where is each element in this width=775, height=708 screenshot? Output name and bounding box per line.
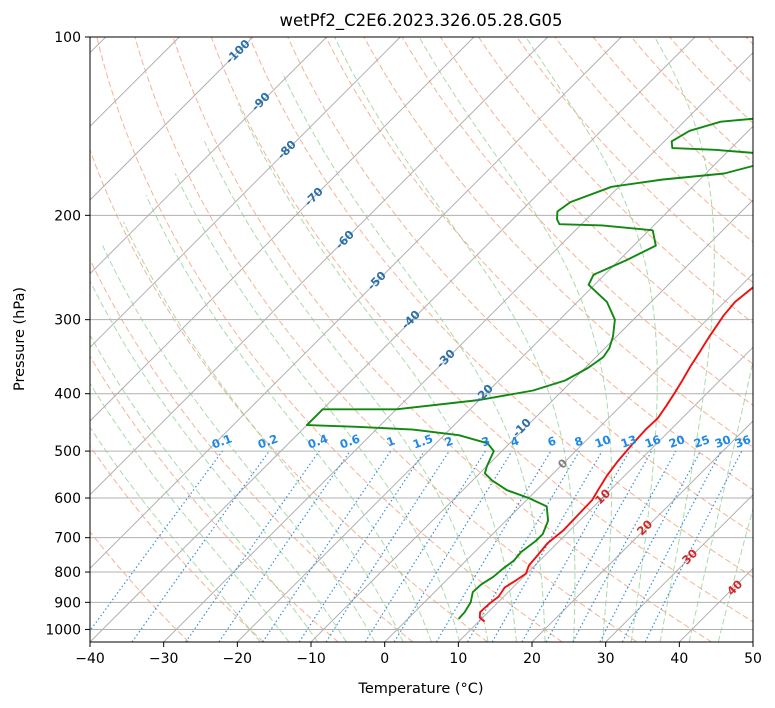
moist-adiabat-line bbox=[237, 104, 517, 642]
x-axis-title: Temperature (°C) bbox=[357, 681, 483, 697]
x-tick-label: 20 bbox=[523, 651, 541, 667]
moist-adiabat-line bbox=[102, 245, 376, 642]
moist-adiabat-line bbox=[418, 37, 613, 642]
x-tick-label: 30 bbox=[597, 651, 615, 667]
dry-adiabat-line bbox=[401, 37, 753, 406]
mixing-ratio-line bbox=[185, 450, 320, 642]
temperature-profile-line bbox=[478, 286, 753, 623]
y-tick-label: 700 bbox=[54, 531, 81, 547]
dewpoint-profile-line bbox=[305, 117, 753, 620]
series-layer bbox=[305, 117, 753, 623]
mixing-ratio-label: 25 bbox=[692, 432, 712, 451]
mixing-ratio-line bbox=[298, 450, 425, 642]
y-tick-label: 1000 bbox=[45, 622, 81, 638]
dry-adiabat-line bbox=[249, 37, 753, 578]
dry-adiabat-line bbox=[516, 37, 753, 284]
chart-title: wetPf2_C2E6.2023.326.05.28.G05 bbox=[279, 11, 562, 31]
mixing-ratio-line bbox=[131, 450, 270, 642]
mixing-ratio-line bbox=[325, 450, 450, 642]
moist-adiabat-line bbox=[145, 195, 432, 642]
moist-adiabat-line bbox=[525, 37, 658, 642]
mixing-ratio-line bbox=[644, 450, 743, 642]
moist-adiabat-line bbox=[90, 334, 319, 642]
mixing-ratio-label: 0.2 bbox=[256, 431, 280, 451]
isotherm-line bbox=[90, 37, 696, 642]
mixing-ratio-label: 1.5 bbox=[411, 431, 435, 451]
y-tick-label: 100 bbox=[54, 30, 81, 46]
moist-adiabat-line bbox=[122, 221, 404, 642]
mixing-ratio-line bbox=[262, 450, 392, 642]
isotherm-line bbox=[531, 420, 753, 642]
moist-adiabat-line bbox=[174, 173, 461, 642]
y-tick-label: 400 bbox=[54, 387, 81, 403]
x-tick-label: −30 bbox=[149, 651, 179, 667]
x-tick-label: −20 bbox=[223, 651, 253, 667]
y-tick-label: 200 bbox=[54, 208, 81, 224]
x-axis: −40 −30 −20 −10 0 10 20 30 40 50 bbox=[75, 642, 762, 667]
mixing-ratio-label: 10 bbox=[593, 432, 613, 451]
moist-adiabat-line bbox=[90, 382, 290, 642]
y-axis: 100 200 300 400 500 600 700 800 900 1000 bbox=[45, 30, 90, 638]
dry-adiabat-line bbox=[325, 37, 753, 491]
isotherm-line bbox=[90, 37, 622, 570]
dry-adiabat-line bbox=[439, 37, 753, 365]
mixing-ratio-line bbox=[572, 450, 677, 642]
mixing-ratio-label: 20 bbox=[667, 432, 687, 451]
plot-background bbox=[90, 37, 753, 642]
isotherm-line bbox=[605, 493, 753, 642]
mixing-ratio-line bbox=[545, 450, 653, 642]
isotherm-line bbox=[90, 37, 328, 275]
dry-adiabat-line bbox=[90, 355, 339, 642]
dry-adiabat-line bbox=[90, 531, 190, 642]
moist-adiabat-line bbox=[688, 358, 753, 642]
x-tick-label: −40 bbox=[75, 651, 105, 667]
y-axis-title: Pressure (hPa) bbox=[12, 287, 28, 391]
mixing-ratio-label: 36 bbox=[733, 432, 753, 451]
mixing-ratio-label: 30 bbox=[713, 432, 733, 451]
y-tick-label: 500 bbox=[54, 444, 81, 460]
isotherm-line bbox=[90, 37, 254, 201]
mixing-ratio-label: 0.1 bbox=[210, 431, 234, 451]
grid-layer bbox=[90, 37, 753, 642]
y-tick-label: 600 bbox=[54, 491, 81, 507]
isotherm-line bbox=[163, 51, 753, 642]
x-tick-label: 50 bbox=[744, 651, 762, 667]
isotherm-line bbox=[90, 37, 475, 422]
dry-adiabat-line bbox=[96, 37, 563, 642]
plot-frame bbox=[89, 36, 754, 643]
isotherm-line bbox=[457, 346, 753, 642]
mixing-ratio-label: 16 bbox=[643, 432, 663, 451]
x-tick-label: 10 bbox=[449, 651, 467, 667]
mixing-ratio-line bbox=[218, 450, 351, 642]
y-tick-label: 300 bbox=[54, 313, 81, 329]
isotherm-line bbox=[384, 272, 753, 642]
isotherm-line bbox=[236, 125, 753, 642]
mixing-ratio-label: 13 bbox=[619, 432, 639, 451]
mixing-ratio-line bbox=[90, 450, 223, 632]
isotherm-line bbox=[90, 37, 549, 496]
mixing-ratio-label: 0.6 bbox=[338, 431, 362, 451]
mixing-ratio-line bbox=[521, 450, 631, 642]
moist-adiabat-line bbox=[90, 279, 347, 642]
x-tick-label: 0 bbox=[380, 651, 389, 667]
mixing-ratio-label: 0.4 bbox=[306, 431, 330, 451]
isotherm-line bbox=[310, 199, 753, 642]
mixing-ratio-line bbox=[393, 450, 513, 642]
moist-adiabat-line bbox=[90, 426, 261, 642]
isotherm-line bbox=[90, 37, 401, 349]
moist-adiabat-line bbox=[654, 37, 715, 642]
x-tick-label: 40 bbox=[670, 651, 688, 667]
x-tick-label: −10 bbox=[296, 651, 326, 667]
moist-adiabat-line bbox=[334, 37, 576, 642]
y-tick-label: 800 bbox=[54, 565, 81, 581]
dry-adiabat-line bbox=[210, 37, 753, 623]
dry-adiabat-line bbox=[90, 445, 264, 642]
y-tick-label: 900 bbox=[54, 595, 81, 611]
dry-adiabat-line bbox=[90, 148, 488, 642]
